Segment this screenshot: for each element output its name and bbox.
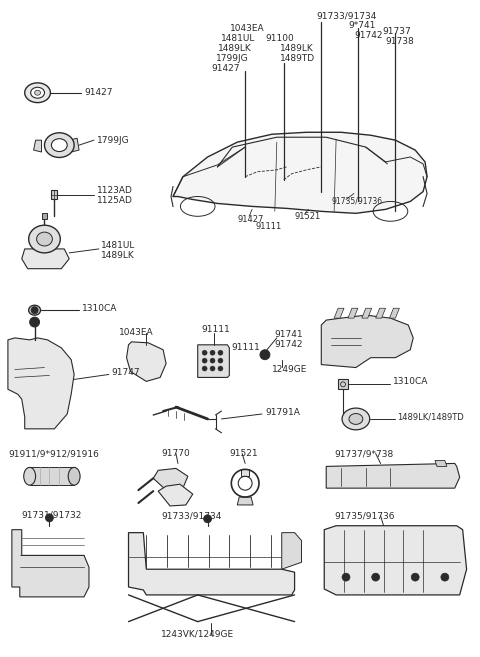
Text: 1043EA: 1043EA — [230, 24, 265, 33]
Text: 91738: 91738 — [385, 37, 414, 46]
Ellipse shape — [24, 83, 50, 102]
Text: 91742: 91742 — [275, 340, 303, 350]
Polygon shape — [237, 497, 253, 505]
Polygon shape — [158, 484, 193, 506]
Text: 1481UL: 1481UL — [221, 34, 256, 43]
Text: 1489LK: 1489LK — [280, 44, 313, 53]
Text: 91100: 91100 — [265, 34, 294, 43]
Text: 91111: 91111 — [255, 221, 281, 231]
Ellipse shape — [349, 413, 363, 424]
Ellipse shape — [51, 139, 67, 152]
Ellipse shape — [29, 225, 60, 253]
Text: 91111: 91111 — [202, 325, 230, 334]
Circle shape — [202, 358, 207, 363]
Polygon shape — [241, 469, 249, 476]
Polygon shape — [30, 467, 74, 485]
Text: 1489LK: 1489LK — [217, 44, 251, 53]
Polygon shape — [12, 530, 89, 597]
Text: 91741: 91741 — [275, 330, 303, 340]
Text: 91521: 91521 — [229, 449, 258, 458]
Circle shape — [31, 307, 38, 313]
Text: 91737/9*738: 91737/9*738 — [334, 449, 394, 458]
Text: 1123AD: 1123AD — [97, 186, 133, 195]
Circle shape — [411, 573, 419, 581]
Text: 1489LK: 1489LK — [101, 252, 134, 260]
Text: 1489TD: 1489TD — [280, 54, 315, 62]
Text: 91735/91736: 91735/91736 — [334, 511, 395, 520]
Circle shape — [441, 573, 449, 581]
Polygon shape — [338, 379, 348, 390]
Polygon shape — [198, 345, 229, 377]
Ellipse shape — [36, 232, 52, 246]
Circle shape — [342, 573, 350, 581]
Polygon shape — [129, 533, 295, 595]
Text: 9*741: 9*741 — [348, 21, 375, 30]
Ellipse shape — [31, 87, 45, 98]
Text: 91427: 91427 — [84, 88, 112, 97]
Text: 91791A: 91791A — [265, 407, 300, 417]
Polygon shape — [34, 140, 41, 152]
Polygon shape — [348, 308, 358, 318]
Text: 91742: 91742 — [354, 31, 383, 40]
Circle shape — [30, 317, 39, 327]
Circle shape — [210, 350, 215, 355]
Ellipse shape — [24, 467, 36, 485]
Text: 91521: 91521 — [295, 212, 321, 221]
Polygon shape — [69, 138, 79, 152]
Text: 91733/91734: 91733/91734 — [316, 11, 377, 20]
Ellipse shape — [29, 306, 40, 315]
Polygon shape — [153, 468, 188, 490]
Text: 1043EA: 1043EA — [119, 328, 153, 338]
Polygon shape — [376, 308, 385, 318]
Polygon shape — [41, 214, 48, 219]
Circle shape — [218, 358, 223, 363]
Circle shape — [204, 515, 212, 523]
Polygon shape — [324, 526, 467, 595]
Text: 91735/91736: 91735/91736 — [331, 197, 382, 206]
Polygon shape — [321, 315, 413, 367]
Text: 91427: 91427 — [212, 64, 240, 72]
Polygon shape — [362, 308, 372, 318]
Text: 1249GE: 1249GE — [272, 365, 307, 374]
Text: 1481UL: 1481UL — [101, 242, 135, 250]
Ellipse shape — [45, 133, 74, 158]
Text: 1243VK/1249GE: 1243VK/1249GE — [161, 630, 234, 639]
Circle shape — [218, 350, 223, 355]
Circle shape — [218, 366, 223, 371]
Text: 91747: 91747 — [112, 368, 140, 377]
Text: 91737: 91737 — [383, 27, 411, 36]
Ellipse shape — [35, 90, 40, 95]
Circle shape — [202, 350, 207, 355]
Text: 91111: 91111 — [231, 343, 260, 352]
Circle shape — [46, 514, 53, 522]
Polygon shape — [389, 308, 399, 318]
Polygon shape — [334, 308, 344, 318]
Circle shape — [260, 350, 270, 359]
Circle shape — [210, 366, 215, 371]
Polygon shape — [8, 338, 74, 429]
Polygon shape — [326, 463, 460, 488]
Text: 91427: 91427 — [237, 215, 264, 224]
Polygon shape — [173, 132, 427, 214]
Polygon shape — [51, 190, 57, 200]
Text: 91770: 91770 — [161, 449, 190, 458]
Text: 1799JG: 1799JG — [216, 54, 248, 62]
Text: 1310CA: 1310CA — [82, 304, 118, 313]
Text: 1310CA: 1310CA — [394, 377, 429, 386]
Text: 1799JG: 1799JG — [97, 136, 130, 145]
Text: 1125AD: 1125AD — [97, 196, 133, 205]
Text: 91733/91734: 91733/91734 — [161, 511, 221, 520]
Circle shape — [202, 366, 207, 371]
Polygon shape — [435, 461, 447, 466]
Text: 1489LK/1489TD: 1489LK/1489TD — [397, 413, 464, 422]
Ellipse shape — [68, 467, 80, 485]
Ellipse shape — [342, 408, 370, 430]
Polygon shape — [22, 249, 69, 269]
Text: 91731/91732: 91731/91732 — [22, 510, 82, 519]
Polygon shape — [282, 533, 301, 569]
Circle shape — [372, 573, 380, 581]
Text: 91911/9*912/91916: 91911/9*912/91916 — [8, 449, 99, 458]
Polygon shape — [127, 342, 166, 381]
Circle shape — [210, 358, 215, 363]
